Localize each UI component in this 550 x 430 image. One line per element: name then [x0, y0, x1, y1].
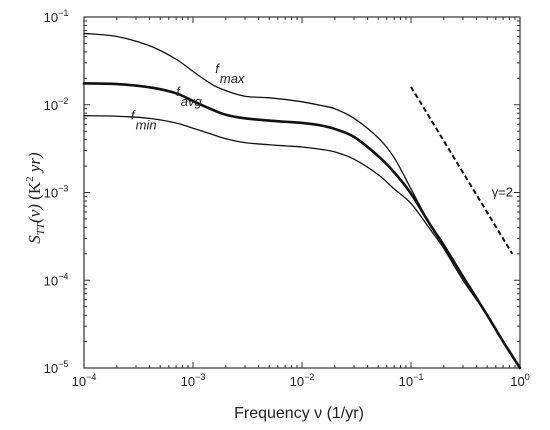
x-tick-label: 10−2 — [290, 372, 315, 389]
series-label-sub: max — [220, 71, 245, 86]
x-tick-label: 100 — [510, 372, 529, 389]
reference-line-label: γ=2 — [492, 185, 513, 200]
x-tick-exponent: 0 — [525, 372, 530, 382]
y-tick-base: 10 — [44, 98, 58, 113]
x-axis-ticks: 10−4 10−3 10−2 10−1 100 — [72, 17, 530, 389]
y-tick-exponent: −4 — [58, 271, 68, 281]
x-tick-label: 10−4 — [72, 372, 97, 389]
y-tick-label: 10−1 — [44, 8, 69, 25]
y-tick-base: 10 — [44, 186, 58, 201]
series-line-min — [83, 115, 521, 369]
x-tick-base: 10 — [72, 374, 86, 389]
plot-frame — [83, 16, 521, 369]
y-tick-label: 10−5 — [44, 359, 69, 376]
y-label-units-open: (K — [25, 181, 44, 204]
series-label-sub: avg — [181, 94, 203, 109]
x-tick-base: 10 — [399, 374, 413, 389]
series-label-base: f — [131, 107, 136, 122]
series-label-min: fmin — [131, 107, 157, 132]
reference-line — [410, 86, 514, 255]
y-label-subscript: TT — [35, 222, 47, 235]
y-axis-ticks: 10−510−410−310−210−1 — [44, 8, 520, 376]
series-label-sub: min — [136, 117, 157, 132]
y-label-units-power: 2 — [24, 176, 36, 182]
x-tick-base: 10 — [290, 374, 304, 389]
y-tick-label: 10−3 — [44, 184, 69, 201]
y-tick-base: 10 — [44, 361, 58, 376]
series-line-avg — [82, 82, 522, 370]
series-label-max: fmax — [215, 61, 245, 86]
y-tick-exponent: −2 — [58, 96, 68, 106]
y-tick-label: 10−4 — [44, 271, 69, 288]
y-tick-exponent: −1 — [58, 8, 68, 18]
y-label-symbol: S — [25, 235, 44, 244]
series-label-avg: favg — [176, 84, 202, 109]
series-label-base: f — [215, 61, 220, 76]
x-axis-label: Frequency ν (1/yr) — [234, 405, 364, 422]
series-line-max — [83, 32, 521, 369]
x-tick-label: 10−3 — [181, 372, 206, 389]
x-tick-exponent: −2 — [304, 372, 314, 382]
y-tick-label: 10−2 — [44, 96, 69, 113]
series-label-base: f — [176, 84, 181, 99]
series-layer — [82, 32, 522, 370]
y-tick-base: 10 — [44, 10, 58, 25]
x-tick-exponent: −3 — [195, 372, 205, 382]
x-tick-base: 10 — [510, 374, 524, 389]
x-tick-label: 10−1 — [399, 372, 424, 389]
plot-area — [83, 16, 521, 369]
y-axis-label: STT(ν) (K2 yr) — [24, 152, 47, 244]
y-label-arg: (ν) — [25, 204, 44, 223]
y-tick-base: 10 — [44, 273, 58, 288]
x-tick-exponent: −1 — [413, 372, 423, 382]
x-tick-exponent: −4 — [86, 372, 96, 382]
y-label-units-close: yr) — [25, 152, 44, 176]
y-tick-exponent: −5 — [58, 359, 68, 369]
x-tick-base: 10 — [181, 374, 195, 389]
y-tick-exponent: −3 — [58, 184, 68, 194]
